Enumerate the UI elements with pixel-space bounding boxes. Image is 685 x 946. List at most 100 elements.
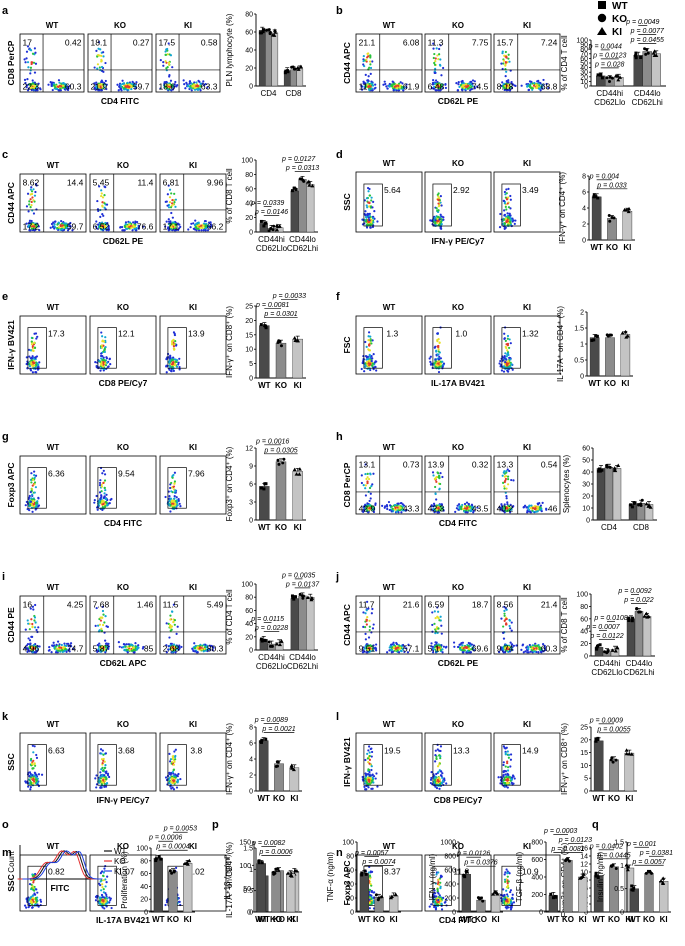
- bar-y-tick-label: 25: [245, 304, 253, 311]
- flow-event: [537, 82, 540, 85]
- flow-event: [33, 194, 37, 197]
- flow-event: [505, 220, 508, 223]
- flow-event: [104, 488, 107, 492]
- flow-event: [169, 625, 172, 628]
- flow-event: [539, 89, 542, 92]
- bar-y-tick-label: 12: [245, 446, 253, 453]
- bar-category-label: CD62Llo: [256, 662, 288, 671]
- flow-event: [27, 210, 30, 213]
- flow-event: [137, 644, 140, 647]
- flow-event: [512, 479, 515, 482]
- flow-event: [33, 619, 36, 622]
- bar-significance-label: p = 0.0044: [588, 43, 622, 50]
- flow-event: [93, 82, 96, 85]
- bar-category-label: KI: [623, 243, 631, 252]
- bar-significance-label: p = 0.0108: [593, 615, 627, 622]
- flow-event: [129, 643, 133, 646]
- bar-y-tick-label: 0: [584, 654, 588, 661]
- flow-event: [187, 85, 190, 88]
- flow-event: [528, 508, 531, 512]
- bar-y-tick-label: 60: [582, 446, 590, 453]
- flow-event: [105, 777, 108, 780]
- flow-event: [102, 83, 105, 86]
- flow-event: [100, 60, 103, 63]
- flow-event: [34, 370, 37, 374]
- flow-event: [103, 774, 106, 777]
- flow-event: [34, 486, 37, 489]
- bar-significance-label: p = 0.0137: [285, 581, 320, 588]
- flow-event: [93, 66, 96, 69]
- flow-event: [166, 83, 169, 86]
- flow-x-axis-label: CD62L APC: [100, 658, 147, 668]
- flow-event: [98, 484, 102, 487]
- flow-event: [100, 485, 103, 488]
- flow-event: [47, 83, 50, 86]
- flow-event: [466, 650, 469, 653]
- flow-quadrant-value: 0.54: [541, 460, 558, 470]
- flow-event: [167, 361, 171, 364]
- flow-event: [500, 62, 503, 65]
- flow-plot-ki: KI8.56 21.49.74 60.3: [493, 583, 561, 655]
- flow-event: [431, 623, 434, 627]
- flow-sample-label: WT: [47, 720, 60, 729]
- flow-event: [30, 88, 33, 92]
- flow-event: [428, 357, 431, 360]
- flow-event: [531, 506, 535, 510]
- flow-event: [101, 354, 104, 358]
- flow-sample-label: KI: [523, 583, 531, 592]
- flow-event: [102, 481, 105, 485]
- flow-event: [534, 644, 537, 648]
- flow-event: [173, 755, 177, 758]
- bar-y-tick-label: 60: [245, 608, 253, 615]
- flow-event: [505, 358, 508, 361]
- flow-event: [509, 194, 512, 198]
- flow-event: [30, 200, 33, 204]
- bar-data-point: [260, 31, 264, 35]
- bar-category-label: WT: [588, 379, 601, 388]
- flow-quadrant-value: 6.81: [163, 178, 180, 188]
- flow-quadrant-value: 13.3: [497, 460, 514, 470]
- bar-data-point: [272, 224, 276, 228]
- flow-event: [159, 87, 162, 90]
- flow-plot-ko: KO1.0: [424, 303, 492, 375]
- flow-event: [502, 62, 505, 65]
- bar-y-tick-label: 80: [580, 604, 588, 611]
- bar-y-tick-label: 40: [582, 470, 590, 477]
- bar-y-tick-label: 1: [580, 342, 584, 349]
- flow-event: [433, 82, 436, 85]
- bar-data-point: [608, 219, 612, 223]
- flow-event: [373, 87, 376, 90]
- bar-category-label: CD4: [601, 523, 618, 532]
- flow-event: [520, 648, 523, 651]
- flow-event: [431, 611, 434, 614]
- flow-event: [98, 481, 102, 485]
- flow-sample-label: KO: [117, 161, 129, 170]
- flow-event: [365, 226, 369, 229]
- flow-event: [505, 487, 508, 490]
- flow-event: [105, 87, 108, 91]
- flow-event: [434, 485, 437, 489]
- flow-event: [438, 63, 442, 66]
- flow-event: [365, 204, 368, 207]
- flow-event: [399, 84, 402, 88]
- flow-event: [505, 497, 508, 500]
- bar-category-label: CD8: [633, 523, 650, 532]
- bar-significance-label: p = 0.0035: [281, 572, 315, 579]
- flow-event: [182, 79, 185, 82]
- flow-event: [438, 53, 441, 56]
- flow-event: [393, 503, 397, 507]
- flow-x-axis-label: CD4 FITC: [104, 518, 142, 528]
- flow-event: [547, 86, 550, 90]
- flow-event: [121, 79, 124, 82]
- bar-y-tick-label: 9: [249, 464, 253, 471]
- flow-event: [171, 88, 175, 91]
- flow-plot-ki: KI3.49: [493, 159, 561, 233]
- flow-event: [123, 86, 126, 90]
- flow-event: [500, 369, 504, 372]
- flow-event: [31, 345, 34, 348]
- flow-plot-ko: KO7.68 1.465.87 85: [89, 583, 157, 655]
- flow-event: [403, 86, 406, 89]
